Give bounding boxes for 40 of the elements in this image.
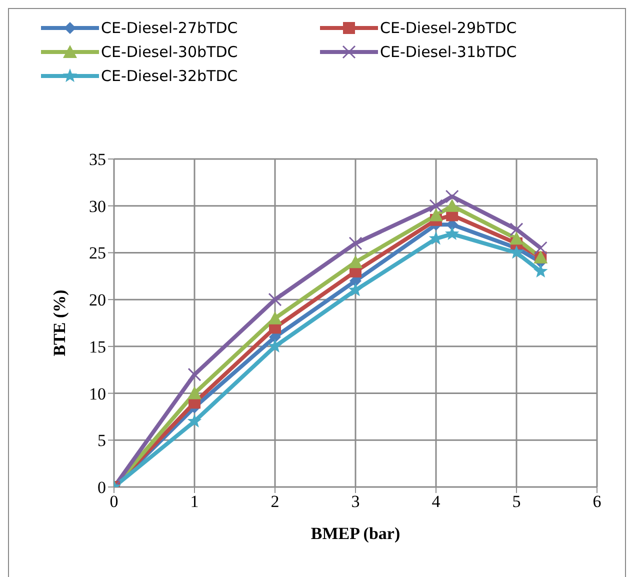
x-tick-label: 3: [351, 492, 360, 512]
x-axis-title: BMEP (bar): [310, 524, 400, 543]
point: [534, 264, 548, 278]
point: [429, 208, 443, 222]
point: [188, 368, 202, 382]
x-tick-label: 2: [270, 492, 280, 512]
point: [510, 232, 524, 245]
point: [268, 338, 282, 352]
legend-label: CE-Diesel-31bTDC: [380, 43, 517, 61]
x-tick-label: 6: [592, 492, 602, 512]
x-tick-label: 5: [512, 492, 521, 512]
legend-label: CE-Diesel-30bTDC: [101, 43, 238, 61]
point: [445, 190, 459, 204]
y-tick-label: 15: [89, 337, 106, 356]
y-tick-label: 0: [98, 478, 106, 498]
y-tick-label: 30: [89, 196, 106, 216]
point: [348, 282, 363, 296]
point: [444, 226, 460, 240]
x-tick-label: 4: [432, 492, 441, 512]
point: [188, 386, 202, 400]
y-tick-label: 5: [98, 431, 106, 450]
y-tick-label: 25: [89, 244, 106, 263]
y-tick-label: 35: [89, 150, 106, 170]
point: [445, 198, 460, 212]
legend-label: CE-Diesel-29bTDC: [380, 19, 517, 37]
y-tick-label: 20: [89, 290, 106, 310]
y-tick-label: 10: [89, 384, 106, 404]
point: [510, 222, 524, 236]
x-tick-label: 1: [190, 492, 199, 512]
y-axis-title: BTE (%): [50, 290, 70, 356]
point: [429, 199, 443, 213]
point: [268, 311, 282, 324]
point: [268, 292, 282, 306]
x-tick-label: 0: [110, 492, 118, 512]
legend-label: CE-Diesel-32bTDC: [101, 67, 238, 85]
legend-label: CE-Diesel-27bTDC: [101, 19, 238, 37]
point: [348, 236, 362, 250]
point: [187, 414, 202, 428]
point: [348, 255, 362, 268]
point: [534, 241, 548, 255]
